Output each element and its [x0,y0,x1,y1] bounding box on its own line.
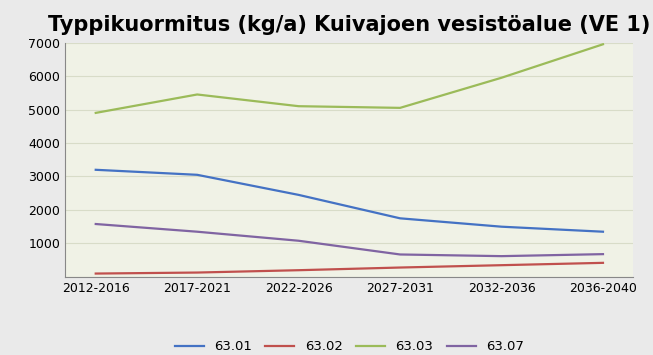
63.03 [295,104,302,108]
Title: Typpikuormitus (kg/a) Kuivajoen vesistöalue (VE 1): Typpikuormitus (kg/a) Kuivajoen vesistöa… [48,16,650,36]
63.07 [599,252,607,256]
63.02 [396,266,404,270]
63.02 [498,263,505,267]
63.01 [599,230,607,234]
63.03 [498,76,505,80]
Line: 63.07: 63.07 [96,224,603,256]
63.03 [193,92,201,97]
63.07 [193,230,201,234]
63.01 [498,225,505,229]
Line: 63.01: 63.01 [96,170,603,232]
63.03 [396,106,404,110]
63.03 [599,42,607,47]
63.07 [295,239,302,243]
Line: 63.02: 63.02 [96,263,603,274]
63.03 [92,111,100,115]
63.01 [92,168,100,172]
63.02 [193,271,201,275]
63.01 [193,173,201,177]
Legend: 63.01, 63.02, 63.03, 63.07: 63.01, 63.02, 63.03, 63.07 [169,335,530,355]
63.01 [295,193,302,197]
63.02 [92,272,100,276]
63.02 [295,268,302,272]
63.07 [498,254,505,258]
Line: 63.03: 63.03 [96,44,603,113]
63.07 [92,222,100,226]
63.02 [599,261,607,265]
63.07 [396,252,404,257]
63.01 [396,216,404,220]
